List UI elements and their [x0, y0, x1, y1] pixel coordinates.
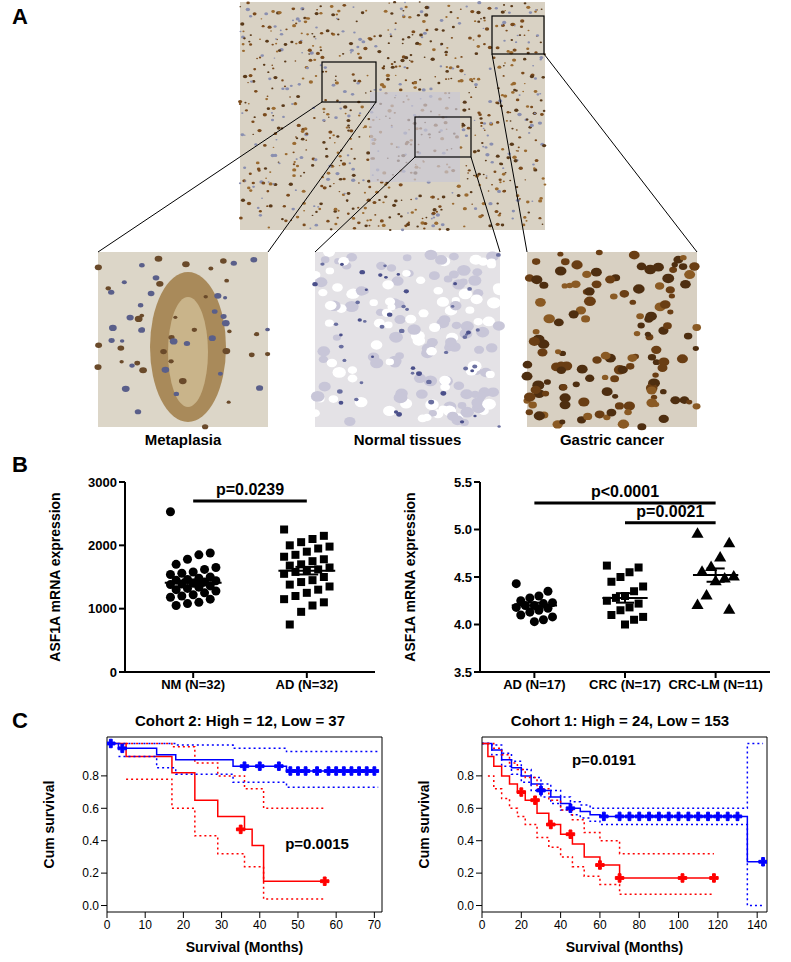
html-text:Cohort 2: High = 12, Low = 37: Cohort 2: High = 12, Low = 37 — [135, 712, 345, 729]
html-text:C: C — [12, 708, 28, 733]
svg-text:0.6: 0.6 — [82, 802, 99, 816]
svg-text:0: 0 — [110, 665, 117, 680]
svg-text:3.5: 3.5 — [454, 665, 472, 680]
svg-text:4.5: 4.5 — [454, 570, 472, 585]
svg-text:100: 100 — [669, 918, 689, 932]
svg-text:Metaplasia: Metaplasia — [145, 431, 222, 448]
svg-text:60: 60 — [329, 918, 343, 932]
svg-text:p=0.0015: p=0.0015 — [285, 835, 349, 852]
svg-text:60: 60 — [593, 918, 607, 932]
svg-text:ASF1A mRNA expression: ASF1A mRNA expression — [47, 492, 63, 661]
svg-text:40: 40 — [554, 918, 568, 932]
svg-text:ASF1A mRNA expression: ASF1A mRNA expression — [402, 492, 418, 661]
svg-text:10: 10 — [139, 918, 153, 932]
svg-text:0.0: 0.0 — [457, 899, 474, 913]
svg-text:CRC (N=17): CRC (N=17) — [589, 677, 661, 692]
svg-text:p=0.0191: p=0.0191 — [572, 751, 636, 768]
svg-text:0.4: 0.4 — [82, 834, 99, 848]
svg-text:0.2: 0.2 — [82, 866, 99, 880]
svg-text:5.0: 5.0 — [454, 522, 472, 537]
svg-text:70: 70 — [368, 918, 382, 932]
svg-text:0: 0 — [479, 918, 486, 932]
svg-text:0: 0 — [104, 918, 111, 932]
svg-text:0.8: 0.8 — [82, 769, 99, 783]
svg-text:Survival (Months): Survival (Months) — [566, 939, 683, 955]
svg-text:AD (N=32): AD (N=32) — [276, 677, 339, 692]
svg-text:p=0.0021: p=0.0021 — [636, 503, 704, 520]
svg-text:NM (N=32): NM (N=32) — [161, 677, 225, 692]
svg-text:Survival (Months): Survival (Months) — [186, 939, 303, 955]
svg-text:p=0.0239: p=0.0239 — [216, 481, 284, 498]
svg-text:0.0: 0.0 — [82, 899, 99, 913]
svg-text:80: 80 — [633, 918, 647, 932]
svg-text:20: 20 — [515, 918, 529, 932]
svg-text:5.5: 5.5 — [454, 475, 472, 490]
svg-text:2000: 2000 — [88, 538, 117, 553]
svg-text:A: A — [12, 4, 28, 29]
svg-text:Cum survival: Cum survival — [41, 781, 57, 869]
svg-text:p<0.0001: p<0.0001 — [591, 483, 659, 500]
svg-text:50: 50 — [291, 918, 305, 932]
svg-text:3000: 3000 — [88, 475, 117, 490]
svg-text:4.0: 4.0 — [454, 617, 472, 632]
svg-text:AD (N=17): AD (N=17) — [503, 677, 566, 692]
svg-text:Gastric cancer: Gastric cancer — [560, 431, 664, 448]
svg-text:30: 30 — [215, 918, 229, 932]
svg-text:CRC-LM (N=11): CRC-LM (N=11) — [668, 677, 762, 692]
svg-text:Normal tissues: Normal tissues — [354, 431, 462, 448]
svg-text:1000: 1000 — [88, 601, 117, 616]
svg-text:0.6: 0.6 — [457, 802, 474, 816]
html-text:B: B — [12, 452, 28, 477]
svg-text:120: 120 — [708, 918, 728, 932]
html-text:Cohort 1: High = 24, Low = 153: Cohort 1: High = 24, Low = 153 — [510, 712, 730, 729]
svg-text:Cum survival: Cum survival — [416, 781, 432, 869]
svg-text:40: 40 — [253, 918, 267, 932]
svg-text:20: 20 — [177, 918, 191, 932]
svg-text:140: 140 — [747, 918, 767, 932]
svg-text:0.2: 0.2 — [457, 866, 474, 880]
svg-text:0.4: 0.4 — [457, 834, 474, 848]
svg-text:0.8: 0.8 — [457, 769, 474, 783]
